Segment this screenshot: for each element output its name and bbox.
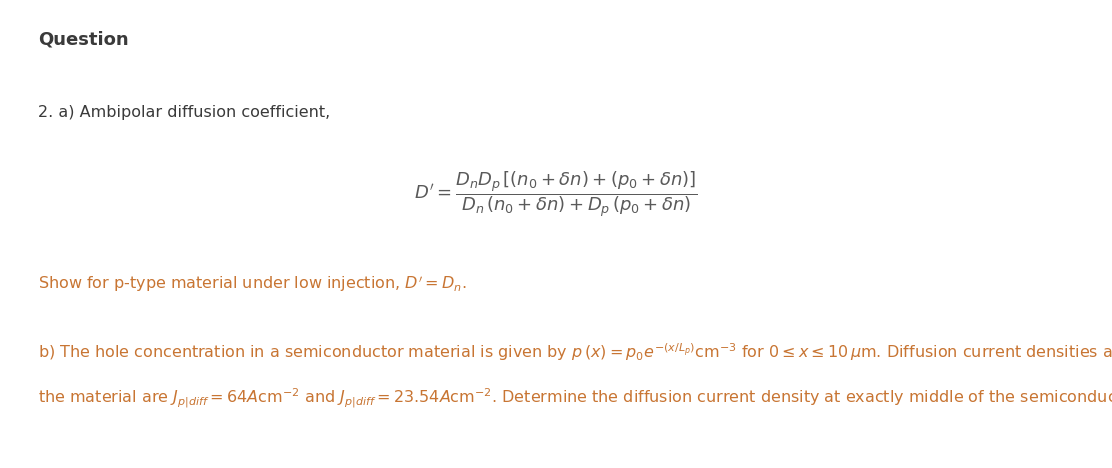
Text: b) The hole concentration in a semiconductor material is given by $p\,(x) = p_0e: b) The hole concentration in a semicondu… bbox=[38, 342, 1112, 363]
Text: the material are $J_{p|diff} = 64A\mathrm{cm}^{-2}$ and $J_{p|diff} = 23.54A\mat: the material are $J_{p|diff} = 64A\mathr… bbox=[38, 386, 1112, 410]
Text: $D' = \dfrac{D_n D_p\,[(n_0 + \delta n) + (p_0 + \delta n)]}{D_n\,(n_0 + \delta : $D' = \dfrac{D_n D_p\,[(n_0 + \delta n) … bbox=[414, 169, 698, 219]
Text: 2. a) Ambipolar diffusion coefficient,: 2. a) Ambipolar diffusion coefficient, bbox=[38, 105, 330, 120]
Text: Question: Question bbox=[38, 30, 128, 48]
Text: Show for p-type material under low injection, $D' = D_n$.: Show for p-type material under low injec… bbox=[38, 274, 467, 294]
